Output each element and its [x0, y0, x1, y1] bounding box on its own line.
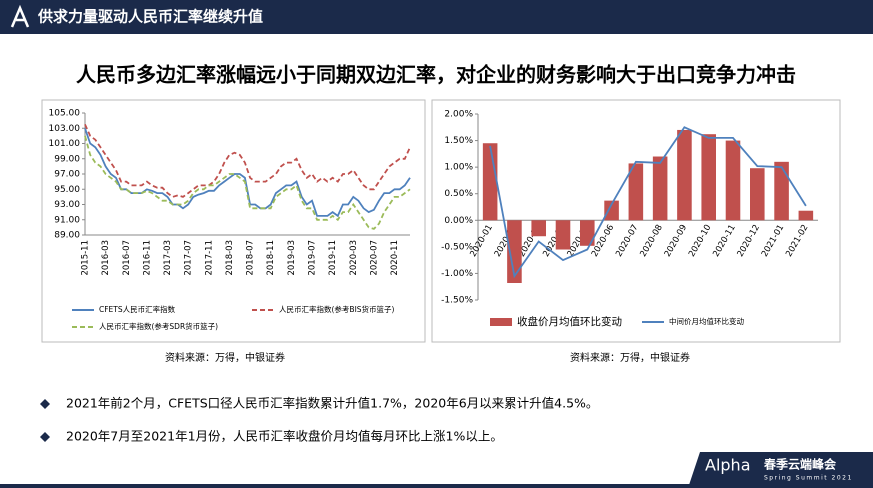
headline: 人民币多边汇率涨幅远小于同期双边汇率，对企业的财务影响大于出口竞争力冲击: [76, 63, 796, 87]
bar: [798, 210, 814, 221]
bar: [580, 220, 595, 246]
y-tick-label: 93.00: [54, 200, 80, 210]
bar: [750, 168, 765, 221]
header-bar: [0, 0, 873, 34]
bar: [774, 161, 789, 221]
header-title: 供求力量驱动人民币汇率继续升值: [37, 8, 263, 26]
source-note: 资料来源：万得，中银证券: [165, 351, 285, 364]
bar: [555, 220, 571, 250]
line-series: [84, 135, 411, 230]
y-tick-label: -1.50%: [441, 296, 473, 306]
x-tick-label: 2020-01: [468, 223, 494, 259]
x-tick-label: 2017-03: [163, 240, 173, 276]
bar: [628, 163, 644, 221]
footer-line: [0, 484, 873, 488]
footer-brand: Alpha: [705, 456, 751, 475]
y-tick-label: -0.50%: [441, 242, 473, 252]
chart-frame: [41, 99, 426, 343]
legend-label: 人民币汇率指数(参考SDR货币篮子): [99, 321, 218, 331]
bar: [725, 140, 741, 221]
footer-bar: [688, 452, 873, 488]
bar: [604, 200, 619, 221]
x-tick-label: 2020-07: [614, 223, 640, 259]
x-tick-label: 2020-11: [711, 223, 737, 259]
y-tick-label: 2.00%: [444, 110, 473, 120]
x-tick-label: 2020-07: [369, 240, 379, 276]
x-tick-label: 2020-09: [663, 223, 689, 259]
y-tick-label: 105.00: [49, 109, 81, 119]
x-tick-label: 2020-03: [349, 240, 359, 276]
x-tick-label: 2019-11: [328, 240, 338, 276]
bullet-marker: [40, 432, 50, 442]
y-tick-label: -1.00%: [441, 269, 473, 279]
x-tick-label: 2016-11: [142, 240, 152, 276]
bar: [482, 143, 498, 221]
x-tick-label: 2018-07: [246, 240, 256, 276]
x-tick-label: 2018-03: [225, 240, 235, 276]
y-tick-label: 1.00%: [444, 163, 473, 173]
x-tick-label: 2020-12: [736, 223, 762, 259]
bar: [652, 156, 668, 221]
x-tick-label: 2019-03: [287, 240, 297, 276]
x-tick-label: 2020-10: [687, 223, 713, 259]
x-tick-label: 2021-01: [760, 223, 786, 259]
y-tick-label: 91.00: [54, 215, 80, 225]
x-tick-label: 2016-03: [101, 240, 111, 276]
x-tick-label: 2015-11: [81, 240, 91, 276]
source-note: 资料来源：万得，中银证券: [570, 351, 690, 364]
bar: [507, 220, 522, 283]
legend-label: 人民币汇率指数(参考BIS货币篮子): [279, 304, 395, 314]
x-tick-label: 2017-11: [204, 240, 214, 276]
y-tick-label: 97.00: [54, 170, 80, 180]
footer-event: 春季云端峰会: [763, 457, 837, 472]
x-tick-label: 2021-02: [784, 223, 810, 259]
y-tick-label: 95.00: [54, 185, 80, 195]
bullet-text: 2021年前2个月，CFETS口径人民币汇率指数累计升值1.7%，2020年6月…: [66, 396, 598, 411]
y-tick-label: 0.50%: [444, 189, 473, 199]
bar: [701, 134, 716, 221]
legend-label: 收盘价月均值环比变动: [517, 315, 622, 328]
y-tick-label: 1.50%: [444, 136, 473, 146]
chart-frame: [431, 99, 841, 343]
bar: [677, 129, 692, 221]
x-tick-label: 2017-07: [184, 240, 194, 276]
legend-label: 中间价月均值环比变动: [669, 316, 744, 326]
bullet-text: 2020年7月至2021年1月份，人民币汇率收盘价月均值每月环比上涨1%以上。: [66, 429, 503, 444]
legend-swatch: [490, 318, 512, 326]
x-tick-label: 2018-11: [266, 240, 276, 276]
logo: [10, 4, 30, 28]
x-tick-label: 2016-07: [122, 240, 132, 276]
line-series: [489, 126, 807, 279]
legend-label: CFETS人民币汇率指数: [99, 304, 176, 314]
bar: [531, 220, 546, 237]
y-tick-label: 101.00: [49, 139, 81, 149]
y-tick-label: 0.00%: [444, 216, 473, 226]
x-tick-label: 2020-08: [638, 223, 664, 259]
line-series: [84, 124, 411, 198]
footer-subtitle: Spring Summit 2021: [764, 475, 853, 482]
x-tick-label: 2019-07: [307, 240, 317, 276]
y-tick-label: 103.00: [49, 124, 81, 134]
bullet-marker: [40, 399, 50, 409]
y-tick-label: 89.00: [54, 231, 80, 241]
x-tick-label: 2020-11: [390, 240, 400, 276]
y-tick-label: 99.00: [54, 154, 80, 164]
